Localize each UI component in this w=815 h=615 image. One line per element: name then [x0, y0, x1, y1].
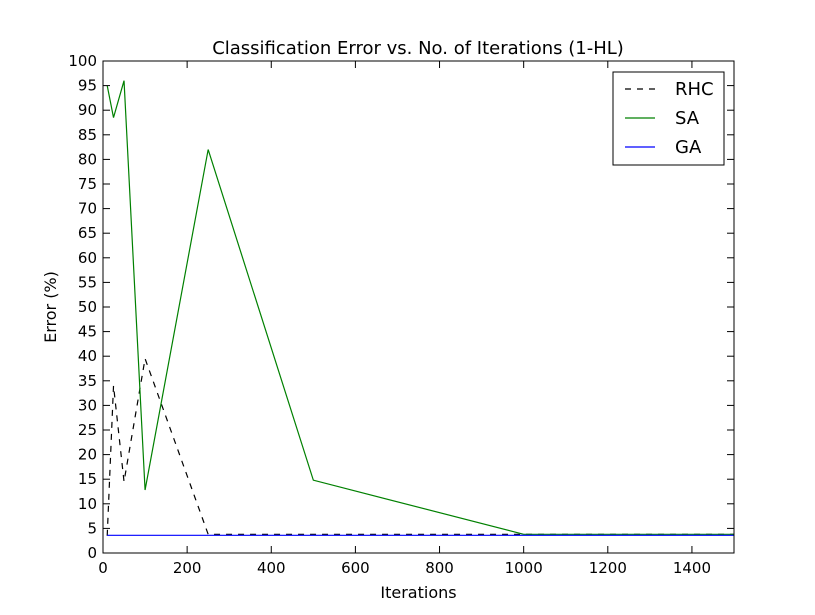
y-tick-label: 65 [78, 224, 97, 242]
y-tick-label: 40 [78, 347, 97, 365]
chart-title: Classification Error vs. No. of Iteratio… [212, 38, 624, 59]
series-line-sa [106, 80, 734, 535]
x-tick-label: 1000 [505, 559, 543, 577]
y-tick-label: 100 [68, 52, 97, 70]
y-tick-label: 45 [78, 323, 97, 341]
y-tick-label: 25 [78, 421, 97, 439]
y-tick-label: 70 [78, 200, 97, 218]
legend-label-sa: SA [675, 108, 700, 129]
y-tick-label: 10 [78, 495, 97, 513]
y-tick-label: 5 [87, 519, 97, 537]
y-tick-label: 80 [78, 150, 97, 168]
x-tick-label: 400 [257, 559, 286, 577]
x-tick-label: 0 [98, 559, 108, 577]
x-tick-label: 800 [425, 559, 454, 577]
x-axis-title: Iterations [380, 583, 456, 602]
y-tick-label: 95 [78, 77, 97, 95]
x-tick-label: 1200 [589, 559, 627, 577]
legend: RHC SA GA [612, 71, 725, 166]
y-tick-label: 15 [78, 470, 97, 488]
x-tick-label: 600 [341, 559, 370, 577]
y-tick-label: 35 [78, 372, 97, 390]
legend-label-rhc: RHC [675, 79, 714, 100]
y-tick-label: 60 [78, 249, 97, 267]
y-axis: 0 5 10 15 20 25 30 35 40 45 50 55 60 65 70 75 80 85 90 95 10… [68, 52, 734, 562]
y-axis-title: Error (%) [41, 271, 60, 343]
y-tick-label: 90 [78, 101, 97, 119]
y-tick-label: 0 [87, 544, 97, 562]
plot-area [106, 80, 734, 536]
y-tick-label: 75 [78, 175, 97, 193]
x-axis: 0 200 400 600 800 1000 1200 1400 [98, 61, 711, 577]
x-tick-label: 200 [173, 559, 202, 577]
y-tick-label: 55 [78, 273, 97, 291]
y-tick-label: 30 [78, 396, 97, 414]
x-tick-label: 1400 [673, 559, 711, 577]
y-tick-label: 50 [78, 298, 97, 316]
y-tick-label: 20 [78, 446, 97, 464]
y-tick-label: 85 [78, 126, 97, 144]
legend-label-ga: GA [675, 137, 702, 158]
